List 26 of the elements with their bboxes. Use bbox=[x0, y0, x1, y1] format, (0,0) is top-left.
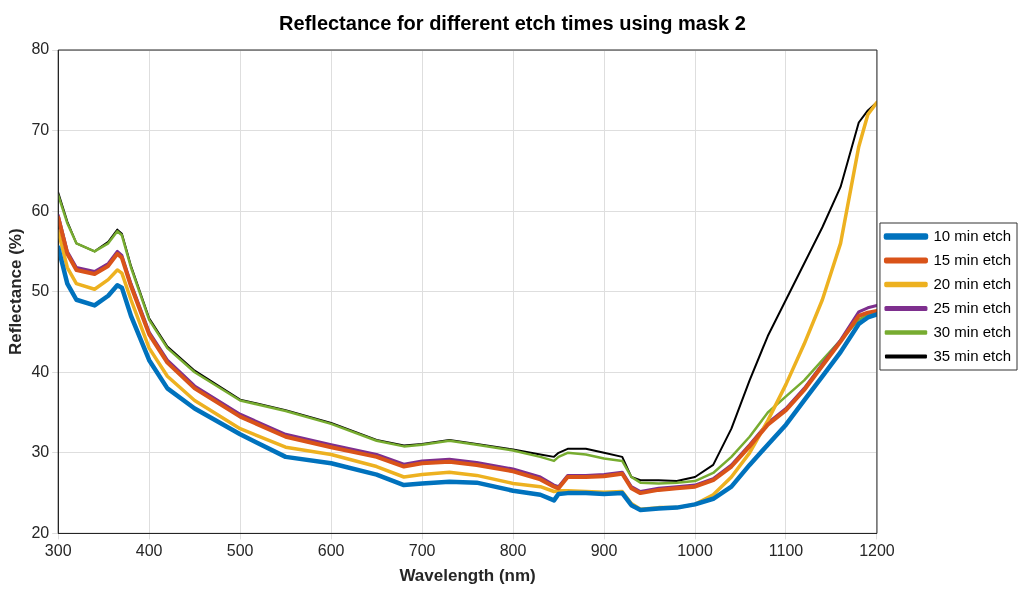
legend-label: 25 min etch bbox=[933, 298, 1012, 316]
x-tick-label: 1000 bbox=[677, 542, 713, 560]
y-axis-title: Reflectance (%) bbox=[5, 228, 25, 355]
x-tick-label: 600 bbox=[317, 542, 345, 560]
x-tick-label: 1200 bbox=[859, 542, 895, 560]
x-tick-label: 900 bbox=[590, 542, 618, 560]
legend-label: 15 min etch bbox=[933, 250, 1012, 268]
x-tick-label: 1100 bbox=[768, 542, 804, 560]
x-tick-label: 800 bbox=[499, 542, 527, 560]
chart-title: Reflectance for different etch times using mask 2 bbox=[279, 11, 746, 34]
legend-label: 30 min etch bbox=[933, 322, 1012, 340]
x-tick-label: 400 bbox=[135, 542, 163, 560]
y-tick-label: 60 bbox=[31, 201, 50, 219]
legend-label: 10 min etch bbox=[933, 226, 1012, 244]
y-tick-label: 40 bbox=[31, 362, 50, 380]
x-tick-label: 300 bbox=[44, 542, 72, 560]
y-tick-label: 30 bbox=[31, 443, 50, 461]
legend-label: 35 min etch bbox=[933, 346, 1012, 364]
y-tick-label: 20 bbox=[31, 523, 50, 541]
y-tick-label: 80 bbox=[31, 40, 50, 58]
x-tick-label: 700 bbox=[408, 542, 436, 560]
x-axis-title: Wavelength (nm) bbox=[399, 566, 536, 586]
y-tick-label: 70 bbox=[31, 120, 50, 138]
y-tick-label: 50 bbox=[31, 282, 50, 300]
x-tick-label: 500 bbox=[226, 542, 254, 560]
legend-label: 20 min etch bbox=[933, 274, 1012, 292]
